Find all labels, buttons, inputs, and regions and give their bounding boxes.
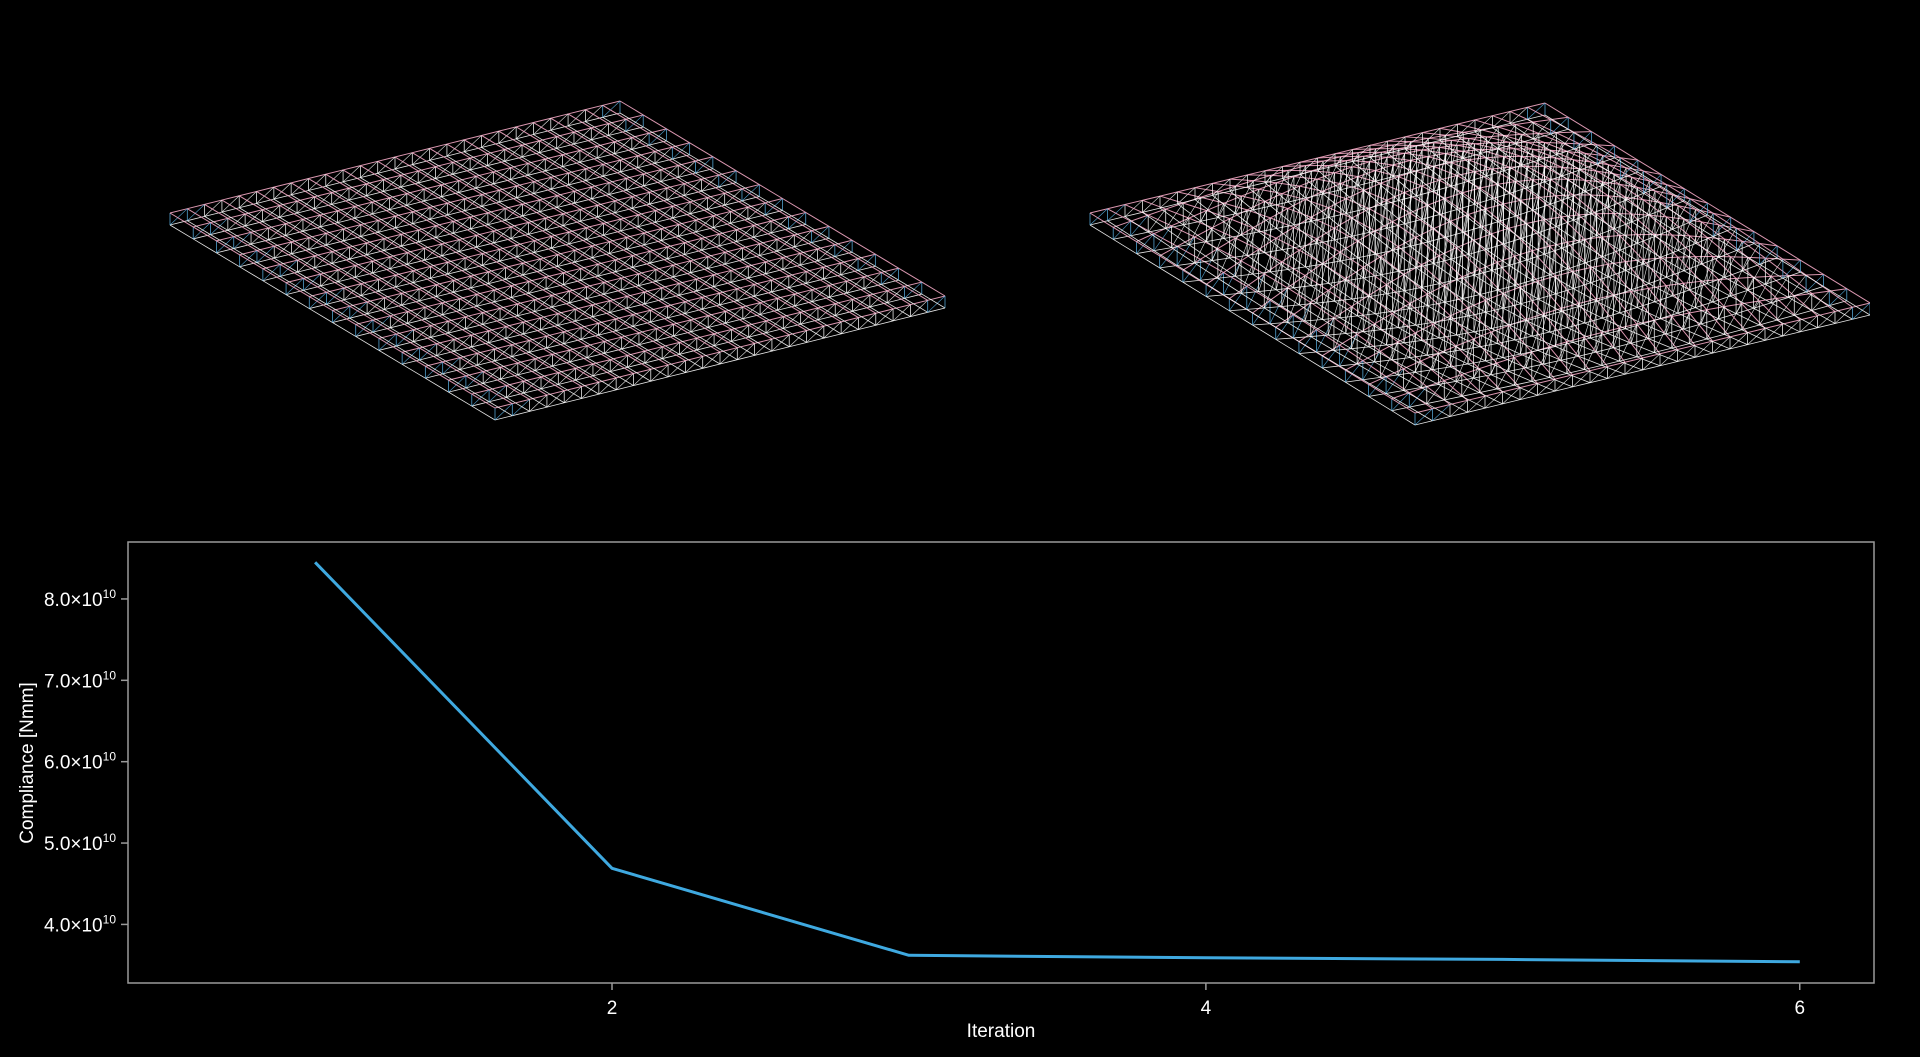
series-line-compliance bbox=[314, 561, 1800, 964]
y-tick-label: 4.0×1010 bbox=[44, 912, 116, 936]
truss-structure-optimized-icon bbox=[1089, 102, 1870, 426]
y-tick-label: 6.0×1010 bbox=[44, 750, 116, 774]
x-tick-label: 2 bbox=[607, 998, 618, 1019]
y-tick-label: 8.0×1010 bbox=[44, 587, 116, 611]
plot-frame bbox=[127, 541, 1875, 984]
x-tick-label: 6 bbox=[1794, 998, 1805, 1019]
y-axis: 4.0×1010 5.0×1010 6.0×1010 7.0×1010 8.0×1010 bbox=[44, 587, 128, 936]
x-axis-title: Iteration bbox=[967, 1021, 1036, 1042]
y-axis-title: Compliance [Nmm] bbox=[17, 682, 38, 844]
y-tick-label: 5.0×1010 bbox=[44, 831, 116, 855]
series-group bbox=[314, 561, 1800, 964]
x-axis: 2 4 6 bbox=[607, 983, 1805, 1019]
truss-structure-initial-icon bbox=[169, 100, 946, 421]
x-tick-label: 4 bbox=[1201, 998, 1212, 1019]
compliance-chart: 4.0×1010 5.0×1010 6.0×1010 7.0×1010 8.0×1010… bbox=[17, 541, 1875, 1042]
y-tick-label: 7.0×1010 bbox=[44, 668, 116, 692]
